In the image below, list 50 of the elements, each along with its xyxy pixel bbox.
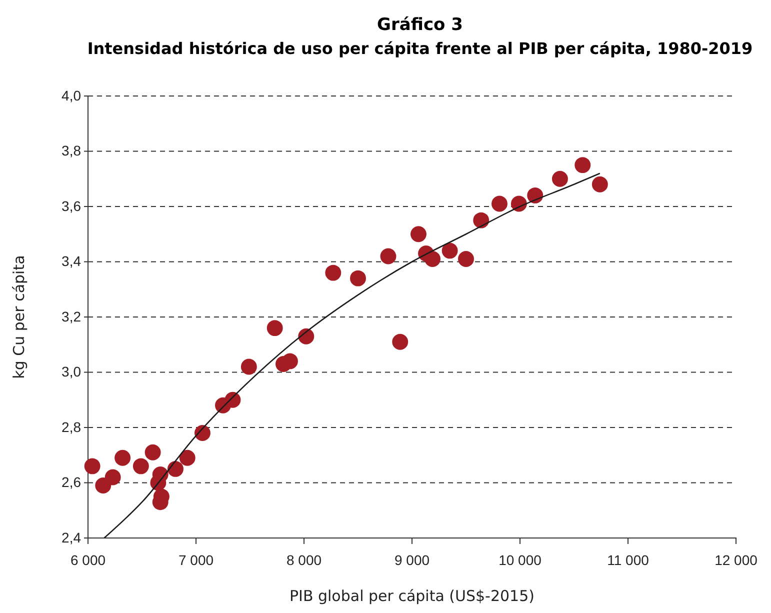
point: [574, 157, 591, 174]
x-tick-label: 12 000: [714, 552, 758, 568]
point: [592, 176, 608, 192]
point: [325, 264, 342, 281]
point: [424, 251, 440, 267]
point: [350, 270, 366, 286]
point: [380, 248, 396, 264]
point: [84, 458, 100, 474]
point: [132, 458, 149, 474]
point: [298, 328, 314, 344]
y-tick-label: 2,4: [62, 529, 82, 546]
point: [266, 320, 283, 336]
x-axis-title: PIB global per cápita (US$-2015): [289, 587, 535, 605]
point: [224, 392, 241, 408]
x-tick-label: 11 000: [607, 552, 650, 568]
x-tick-label: 7 000: [178, 552, 214, 568]
point: [194, 425, 210, 441]
point: [152, 466, 168, 482]
point: [510, 196, 527, 212]
chart-subtitle: Intensidad histórica de uso per cápita frente al PIB per cápita, 1980-2019: [87, 39, 753, 58]
point: [492, 196, 508, 212]
x-tick-label: 9 000: [394, 552, 430, 568]
x-tick-label: 10 000: [498, 552, 542, 568]
y-tick-label: 3,8: [62, 142, 82, 159]
point: [552, 170, 568, 187]
point: [473, 212, 490, 228]
x-tick-label: 8 000: [286, 552, 322, 568]
y-tick-label: 3,2: [62, 308, 82, 324]
point: [282, 353, 298, 370]
point: [104, 469, 121, 486]
y-tick-label: 3,6: [62, 198, 82, 214]
point: [144, 444, 161, 460]
x-tick-label: 6 000: [70, 552, 106, 568]
y-tick-label: 3,0: [62, 364, 82, 380]
y-tick-label: 4,0: [62, 87, 82, 104]
y-tick-label: 2,6: [62, 474, 82, 490]
point: [458, 251, 474, 267]
point: [392, 334, 408, 350]
line-series: [104, 172, 601, 539]
y-tick-label: 2,8: [62, 418, 82, 435]
point: [114, 450, 131, 466]
y-axis-title: kg Cu per cápita: [10, 255, 28, 379]
point: [179, 450, 196, 466]
point: [168, 460, 184, 477]
point: [240, 358, 257, 375]
point: [410, 226, 426, 242]
point: [527, 187, 544, 204]
point: [442, 242, 458, 259]
chart-title: Gráfico 3: [377, 15, 463, 35]
y-tick-label: 3,4: [62, 253, 82, 270]
